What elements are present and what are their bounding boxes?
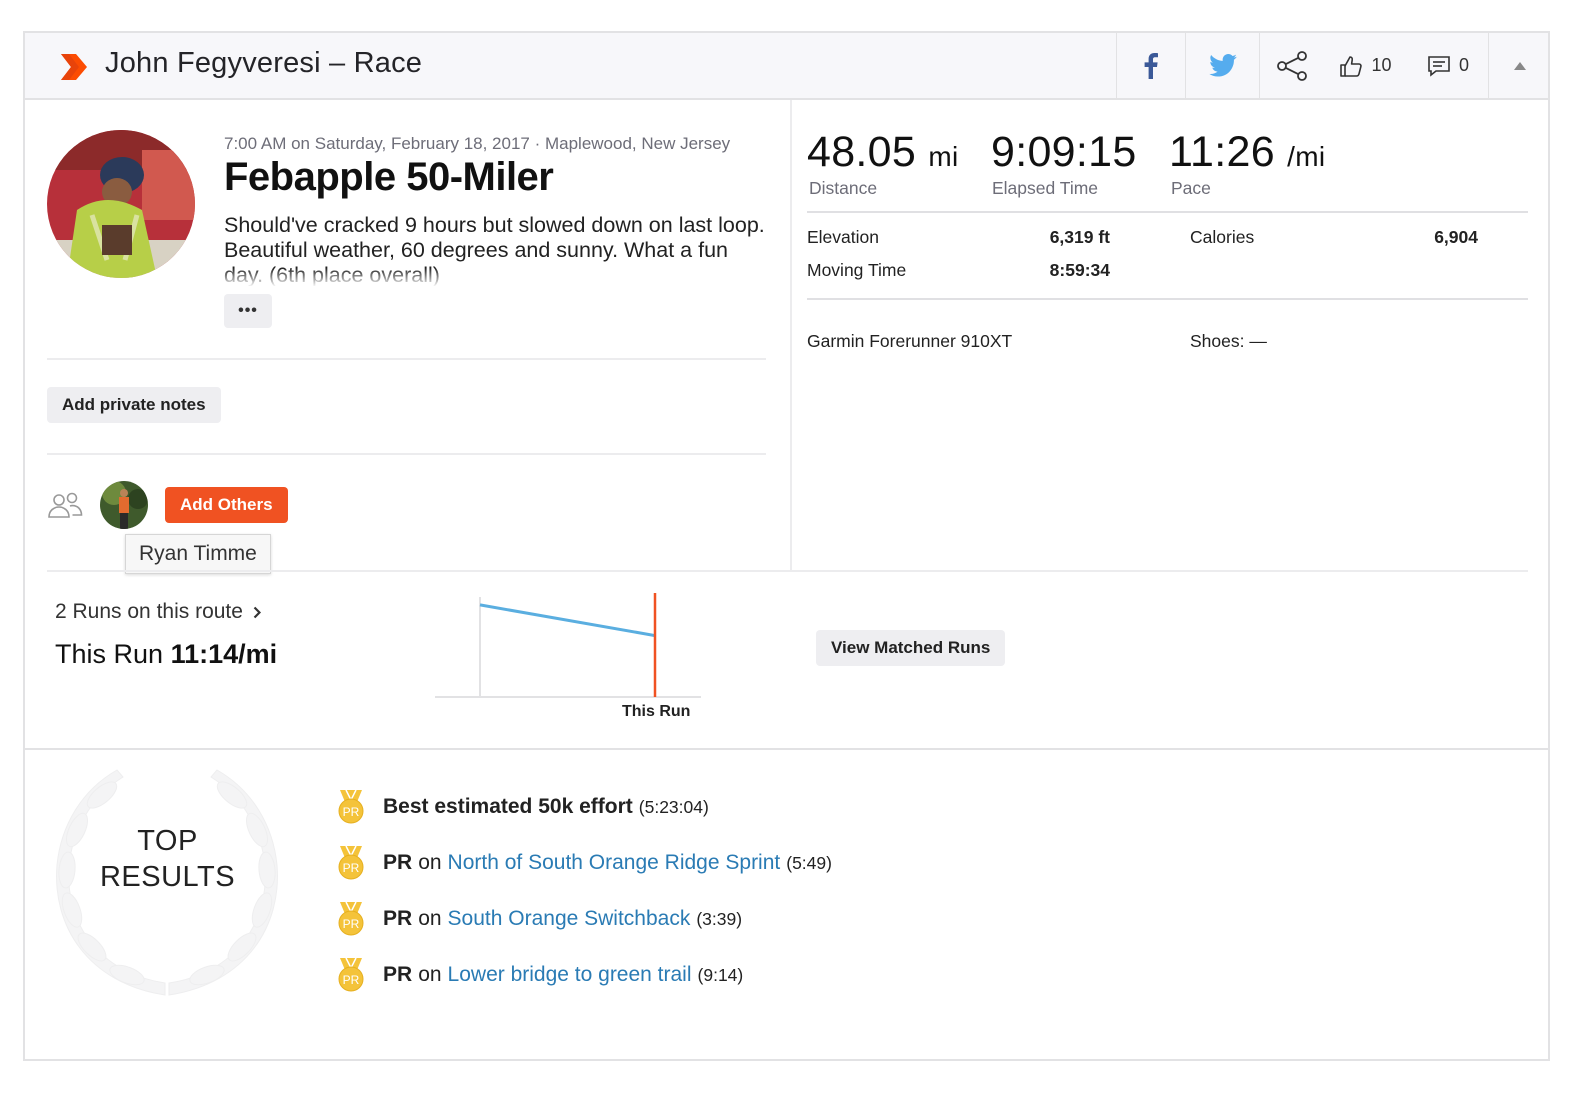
svg-text:PR: PR [343, 917, 360, 931]
divider [807, 211, 1528, 213]
svg-text:PR: PR [343, 805, 360, 819]
friend-name-tooltip: Ryan Timme [125, 534, 271, 574]
divider [25, 748, 1548, 750]
calories-label: Calories [1190, 227, 1255, 247]
kudos-button[interactable]: 10 [1323, 33, 1408, 98]
segment-link[interactable]: North of South Orange Ridge Sprint [447, 851, 781, 874]
friend-photo [100, 481, 148, 529]
divider [47, 453, 766, 455]
add-private-notes-button[interactable]: Add private notes [47, 387, 221, 423]
route-pace-chart [435, 593, 701, 698]
friend-avatar[interactable] [100, 481, 148, 529]
column-divider [790, 100, 792, 571]
result-item: PR Best estimated 50k effort (5:23:04) [335, 787, 709, 827]
segment-link[interactable]: South Orange Switchback [447, 907, 691, 930]
pace-trend-line [479, 603, 656, 638]
comments-button[interactable]: 0 [1408, 33, 1488, 98]
moving-time-label: Moving Time [807, 260, 907, 280]
divider [47, 358, 766, 360]
twitter-share-button[interactable] [1185, 33, 1259, 98]
view-matched-runs-button[interactable]: View Matched Runs [816, 630, 1006, 666]
runs-on-route-label: 2 Runs on this route [55, 600, 243, 623]
pr-medal-icon: PR [338, 901, 364, 936]
divider [807, 298, 1528, 300]
activity-card: John Fegyveresi – Race 10 [23, 31, 1550, 1061]
facebook-share-button[interactable] [1116, 33, 1185, 98]
distance-value: 48.05 mi [807, 128, 959, 176]
chevron-right-icon [253, 606, 261, 618]
caret-up-icon [1513, 61, 1526, 70]
pr-medal-icon: PR [338, 845, 364, 880]
svg-text:PR: PR [343, 861, 360, 875]
pace-value: 11:26 /mi [1169, 128, 1326, 176]
header-title: John Fegyveresi – Race [105, 47, 423, 79]
calories-value: 6,904 [1434, 227, 1478, 247]
group-icon [48, 492, 83, 518]
activity-description: Should've cracked 9 hours but slowed dow… [224, 213, 769, 286]
this-run-pace: This Run 11:14/mi [55, 639, 278, 669]
brand-chevron-icon [61, 54, 87, 80]
moving-time-value: 8:59:34 [1049, 260, 1110, 280]
distance-label: Distance [809, 178, 878, 198]
shoes-value: Shoes: — [1190, 331, 1267, 351]
comment-count: 0 [1458, 55, 1469, 75]
pace-label: Pace [1171, 178, 1211, 198]
result-item: PR PR on South Orange Switchback (3:39) [335, 899, 742, 939]
pr-medal-icon: PR [338, 789, 364, 824]
elevation-label: Elevation [807, 227, 879, 247]
more-button[interactable]: ••• [224, 294, 272, 328]
activity-meta: 7:00 AM on Saturday, February 18, 2017 ·… [224, 134, 731, 153]
laurel-wreath-icon [56, 769, 278, 996]
activity-name: Febapple 50-Miler [224, 155, 554, 199]
elapsed-time-value: 9:09:15 [991, 128, 1137, 176]
result-item: PR PR on North of South Orange Ridge Spr… [335, 843, 832, 883]
share-icon [1276, 50, 1307, 81]
svg-text:PR: PR [343, 973, 360, 987]
elapsed-time-label: Elapsed Time [992, 178, 1099, 198]
collapse-button[interactable] [1488, 33, 1550, 98]
facebook-icon [1144, 52, 1158, 79]
athlete-photo [47, 130, 195, 278]
athlete-avatar[interactable] [47, 130, 195, 278]
segment-link[interactable]: Lower bridge to green trail [447, 963, 692, 986]
activity-header: John Fegyveresi – Race 10 [25, 33, 1548, 100]
add-others-button[interactable]: Add Others [165, 487, 288, 523]
elevation-value: 6,319 ft [1049, 227, 1110, 247]
kudos-count: 10 [1371, 55, 1392, 75]
twitter-icon [1208, 54, 1237, 77]
pr-medal-icon: PR [338, 957, 364, 992]
chart-x-label: This Run [622, 703, 691, 720]
share-button[interactable] [1259, 33, 1323, 98]
runs-on-route-link[interactable]: 2 Runs on this route [55, 600, 261, 624]
thumbs-up-icon [1340, 55, 1363, 77]
top-results-title: TOP RESULTS [99, 825, 236, 893]
device-name: Garmin Forerunner 910XT [807, 331, 1013, 351]
divider [47, 570, 1528, 572]
comment-icon [1428, 55, 1450, 77]
result-item: PR PR on Lower bridge to green trail (9:… [335, 955, 743, 995]
